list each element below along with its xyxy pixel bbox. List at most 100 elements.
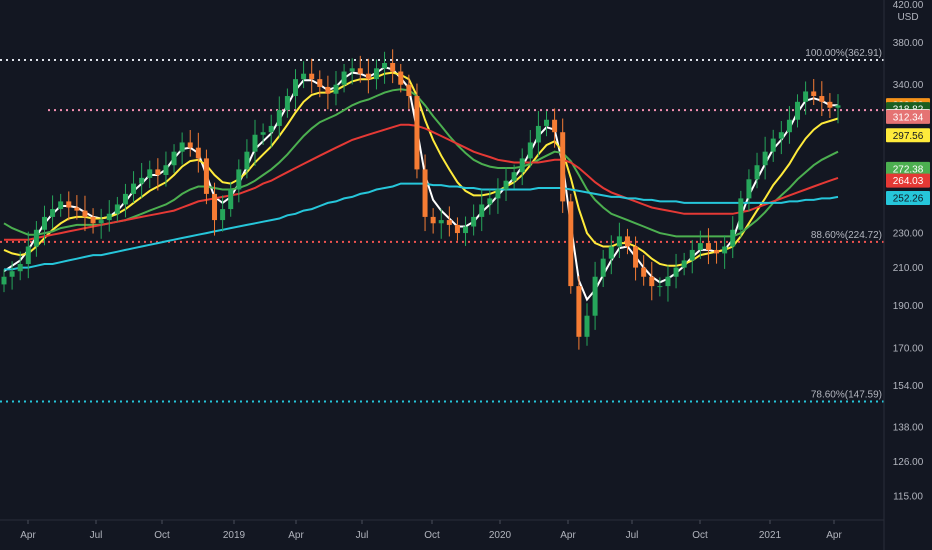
candle-body: [33, 229, 39, 247]
price-tag-label: 252.26: [893, 193, 924, 204]
candle-body: [333, 84, 339, 94]
candle-body: [1, 276, 7, 285]
candle-body: [803, 91, 809, 102]
candle-body: [527, 142, 533, 159]
candle-body: [487, 198, 493, 205]
candle-body: [357, 68, 363, 74]
price-tag-label: 264.03: [893, 176, 924, 187]
price-tag: [886, 128, 930, 143]
candle-body: [746, 179, 752, 199]
candle-body: [325, 86, 331, 94]
price-tags: 322.22318.82312.96312.34297.56272.38264.…: [886, 98, 930, 205]
y-tick-label: 115.00: [893, 492, 923, 503]
candle-body: [430, 216, 436, 224]
candle-body: [519, 158, 525, 173]
x-tick-label: Jul: [90, 530, 103, 541]
candle-body: [317, 79, 323, 87]
candle-body: [754, 165, 760, 180]
candle-body: [66, 201, 72, 208]
candle-body: [576, 286, 582, 337]
candle-body: [633, 246, 639, 268]
candle-body: [730, 229, 736, 247]
candle-body: [422, 169, 428, 217]
candle-body: [349, 68, 355, 72]
candle-body: [705, 243, 711, 250]
candle-body: [260, 132, 266, 135]
candle-body: [179, 142, 185, 152]
x-tick-label: Apr: [288, 530, 304, 541]
candle-body: [220, 209, 226, 221]
candle-body: [786, 119, 792, 133]
y-tick-label: 190.00: [893, 301, 924, 312]
y-tick-label: 138.00: [893, 422, 924, 433]
candle-body: [762, 151, 768, 166]
candle-body: [722, 246, 728, 254]
y-tick-label: 230.00: [893, 229, 924, 240]
x-tick-label: Oct: [692, 530, 708, 541]
candle-body: [438, 220, 444, 224]
candle-body: [446, 220, 452, 225]
candle-body: [673, 267, 679, 277]
currency-label: USD: [897, 12, 918, 23]
candle-body: [284, 96, 290, 111]
candle-body: [665, 276, 671, 287]
price-tag-label: 312.34: [893, 112, 924, 123]
candle-body: [106, 213, 112, 221]
y-axis[interactable]: 420.00 380.00 340.00 230.00 210.00 190.00 170.…: [883, 0, 924, 550]
candle-body: [244, 151, 250, 170]
candle-body: [624, 236, 630, 247]
candle-body: [544, 119, 550, 126]
candle-body: [98, 220, 104, 224]
candle-body: [9, 271, 15, 277]
candle-body: [835, 105, 841, 108]
candle-body: [414, 96, 420, 170]
candle-body: [657, 286, 663, 288]
candle-body: [90, 216, 96, 224]
candle-body: [341, 71, 347, 85]
candle-body: [131, 183, 137, 194]
candle-body: [398, 71, 404, 85]
candle-body: [155, 169, 161, 176]
moving-average-line: [4, 182, 839, 271]
y-tick-label: 210.00: [893, 263, 924, 274]
candle-body: [252, 134, 258, 152]
candle-body: [74, 207, 80, 211]
x-tick-label: Oct: [154, 530, 170, 541]
candle-body: [552, 119, 558, 133]
candle-body: [203, 158, 209, 194]
candle-body: [463, 226, 469, 234]
price-tag: [886, 173, 930, 188]
candle-body: [268, 125, 274, 133]
candle-body: [454, 224, 460, 234]
candle-body: [212, 193, 218, 221]
candle-body: [511, 172, 517, 181]
y-tick-label: 170.00: [893, 343, 924, 354]
candle-body: [714, 249, 720, 254]
candle-body: [41, 216, 47, 230]
x-axis[interactable]: Apr Jul Oct 2019 Apr Jul Oct 2020 Apr Jul Oct 2021 A…: [0, 519, 884, 541]
candle-body: [58, 201, 64, 210]
x-tick-label: Apr: [826, 530, 842, 541]
x-tick-label: Apr: [560, 530, 576, 541]
x-tick-label: Apr: [20, 530, 36, 541]
candle-body: [738, 198, 744, 230]
fib-level-label: 88.60%(224.72): [811, 230, 882, 241]
candle-body: [535, 125, 541, 143]
candle-body: [163, 165, 169, 176]
x-tick-label: 2020: [489, 530, 512, 541]
candle-body: [795, 101, 801, 120]
candle-body: [236, 169, 242, 190]
candle-body: [608, 246, 614, 259]
y-tick-label: 380.00: [893, 38, 924, 49]
candle-body: [406, 84, 412, 97]
moving-average-line: [3, 88, 839, 238]
candle-body: [365, 73, 371, 80]
candle-body: [503, 180, 509, 190]
y-tick-label: 126.00: [893, 457, 924, 468]
candle-body: [195, 147, 201, 159]
candles: [1, 49, 841, 350]
candle-body: [616, 236, 622, 247]
candle-body: [770, 138, 776, 152]
